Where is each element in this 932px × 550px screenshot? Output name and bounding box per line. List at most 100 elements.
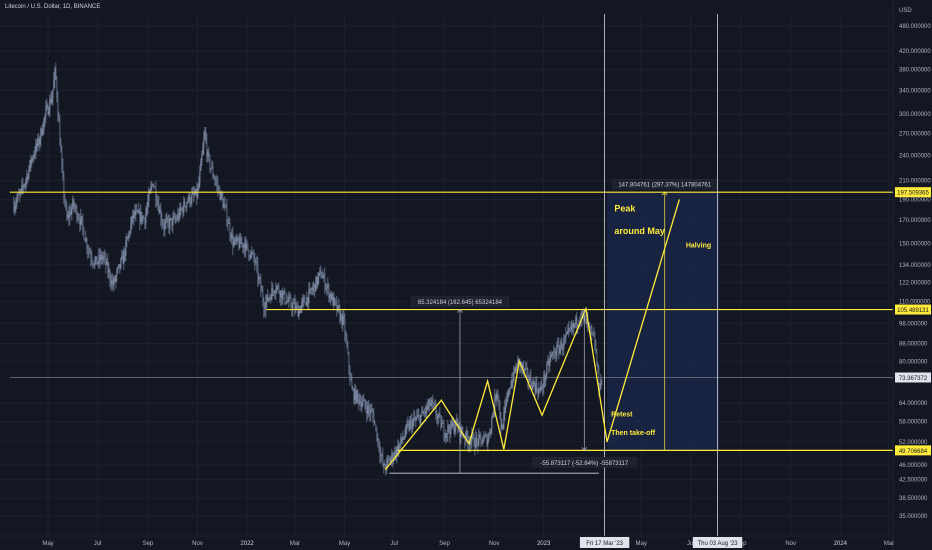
candle [541, 377, 543, 392]
candle [418, 408, 420, 422]
candle-body [90, 253, 92, 259]
candle [389, 456, 391, 463]
candle-body [204, 131, 206, 139]
candle [290, 294, 292, 309]
candle [258, 272, 260, 285]
candle-body [489, 433, 491, 435]
candle-body [143, 216, 145, 219]
candle-body [291, 305, 293, 310]
candle-body [152, 184, 154, 186]
candle [310, 287, 312, 295]
candle [108, 262, 110, 280]
candle-body [73, 199, 75, 207]
candle [506, 392, 508, 407]
candle-body [261, 290, 263, 292]
candle-body [310, 288, 312, 292]
candle [471, 427, 473, 449]
candle-body [66, 207, 68, 219]
candle [250, 250, 252, 260]
candle-body [123, 251, 125, 264]
candle-body [263, 301, 265, 311]
candle-body [592, 332, 594, 335]
candle [155, 180, 157, 208]
candle [52, 89, 54, 107]
candle [285, 302, 287, 305]
price-level-label: 105.489131 [897, 308, 929, 314]
candle-body [213, 175, 215, 179]
candle-body [13, 204, 15, 212]
candle [232, 226, 234, 256]
candle-body [186, 202, 188, 208]
candle [69, 203, 71, 226]
candle [45, 100, 47, 124]
candle-body [410, 420, 412, 422]
candle [225, 203, 227, 209]
candle [358, 394, 360, 411]
candle [417, 408, 419, 418]
candle [186, 201, 188, 213]
candle [177, 207, 179, 223]
candle-body [414, 417, 416, 420]
candle-body [478, 434, 480, 446]
candle [280, 290, 282, 306]
y-tick-label: 150.000000 [899, 242, 931, 248]
candle-body [497, 392, 499, 397]
candle-body [303, 298, 305, 300]
x-tick-label: Jul [390, 541, 398, 547]
price-level-label: 197.509365 [897, 191, 929, 197]
candle-body [484, 435, 486, 438]
candle-body [138, 210, 140, 214]
candle-body [576, 316, 578, 327]
candle [53, 72, 55, 90]
candle-body [131, 215, 133, 224]
candle [153, 183, 155, 189]
candle-body [321, 277, 323, 279]
candle-body [339, 308, 341, 321]
candle-body [253, 252, 255, 258]
grid-lines [0, 14, 893, 536]
candle [96, 256, 98, 265]
candle-body [206, 140, 208, 157]
candle [71, 203, 73, 221]
candle-body [51, 98, 53, 103]
candle [571, 319, 573, 336]
candle [549, 351, 551, 372]
candle-body [431, 400, 433, 403]
candle-body [281, 290, 283, 300]
candle-body [229, 222, 231, 235]
candle-body [68, 214, 70, 218]
candle [501, 418, 503, 430]
candle [243, 243, 245, 255]
candle-body [35, 143, 37, 154]
candle [199, 165, 201, 188]
candle-body [577, 324, 579, 327]
candle [353, 387, 355, 405]
candle [482, 435, 484, 447]
candle [591, 324, 593, 341]
candle [190, 196, 192, 209]
candle [148, 186, 150, 208]
candle [81, 216, 83, 226]
candle-body [234, 238, 236, 243]
candle [134, 204, 136, 219]
measure-arrowhead [581, 447, 588, 451]
candle [238, 234, 240, 251]
candle-body [465, 431, 467, 441]
candle-body [155, 187, 157, 201]
candle-body [360, 401, 362, 408]
candle [208, 147, 210, 162]
candle [333, 291, 335, 311]
candle-body [456, 419, 458, 424]
candle [166, 212, 168, 223]
candle-body [472, 434, 474, 436]
candle-body [517, 358, 519, 369]
candle-body [242, 243, 244, 248]
candle-body [248, 250, 250, 257]
candle [192, 186, 194, 196]
candle-body [285, 302, 287, 304]
candle [462, 426, 464, 439]
candle-body [144, 218, 146, 224]
measure-arrowhead [457, 308, 463, 313]
candle [138, 202, 140, 214]
